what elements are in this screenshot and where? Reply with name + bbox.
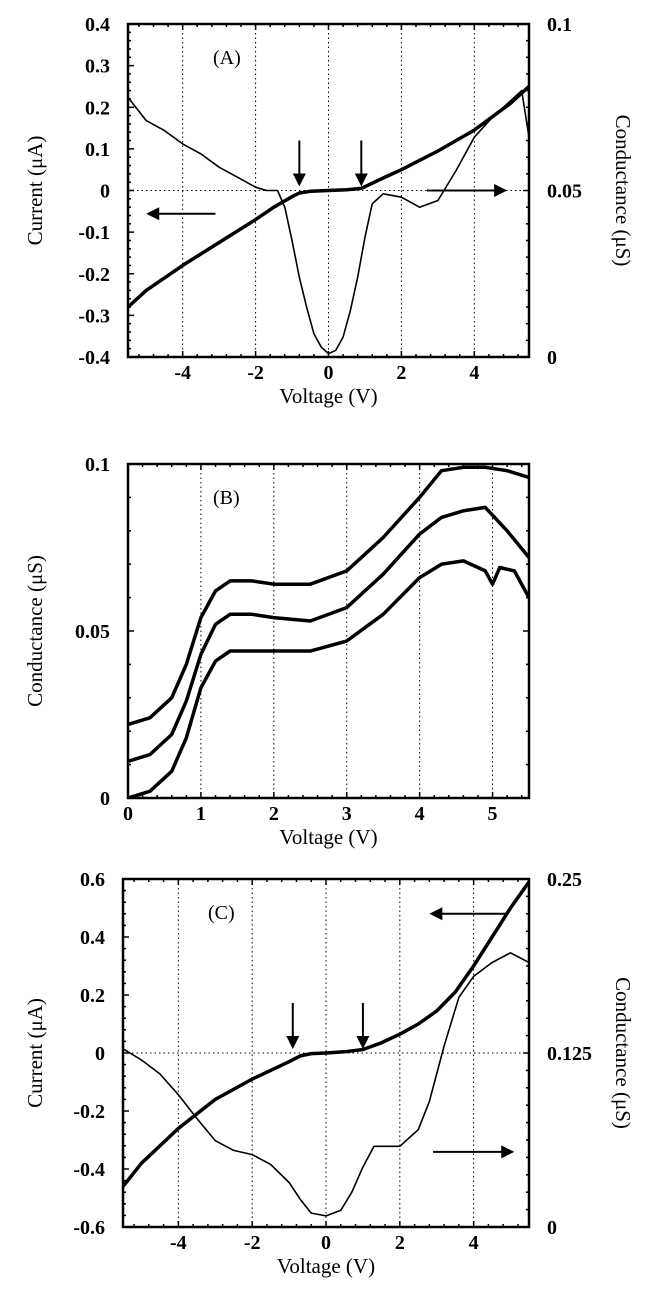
annotation-left-arrow-a-2-head bbox=[146, 207, 160, 221]
x-tick-label-b-2: 2 bbox=[269, 803, 279, 825]
annotation-right-arrow-a-3-head bbox=[494, 184, 508, 197]
panel-b: 0 1 2 3 4 5 0.1 0.05 0 (B) Voltage (V) Conductance … bbox=[23, 454, 531, 849]
y-right-tick-label-c-1: 0.125 bbox=[547, 1043, 592, 1065]
annotation-down-arrow-c-0-head bbox=[286, 1036, 300, 1049]
y-axis-label-c: Current (μA) bbox=[23, 998, 47, 1108]
y-tick-label-a-7: -0.3 bbox=[78, 305, 110, 327]
plot-frame-a bbox=[126, 22, 531, 359]
y-tick-label-a-0: 0.4 bbox=[85, 14, 110, 36]
x-tick-label-a-4: 4 bbox=[469, 362, 479, 384]
y-tick-label-a-2: 0.2 bbox=[85, 97, 110, 119]
annotation-left-arrow-c-2-head bbox=[429, 907, 443, 921]
series-group-b bbox=[128, 465, 529, 798]
y-tick-label-b-2: 0 bbox=[100, 788, 110, 810]
x-tick-label-c-3: 2 bbox=[395, 1232, 405, 1254]
y-tick-label-c-5: -0.4 bbox=[73, 1159, 105, 1181]
panel-label-a: (A) bbox=[213, 47, 241, 69]
x-tick-label-b-4: 4 bbox=[415, 803, 425, 825]
x-tick-label-b-1: 1 bbox=[196, 803, 206, 825]
series-line-b-0 bbox=[128, 465, 529, 727]
annotation-down-arrow-a-1-head bbox=[354, 173, 368, 187]
x-tick-label-c-0: -4 bbox=[170, 1232, 187, 1254]
x-tick-label-c-1: -2 bbox=[244, 1232, 261, 1254]
x-axis-label-b: Voltage (V) bbox=[279, 825, 377, 849]
y-right-tick-label-a-1: 0.05 bbox=[547, 181, 582, 203]
x-tick-label-a-3: 2 bbox=[396, 362, 406, 384]
annotation-down-arrow-a-0-head bbox=[292, 173, 306, 187]
x-axis-label-c: Voltage (V) bbox=[277, 1254, 375, 1278]
series-line-a-1 bbox=[128, 89, 529, 355]
y-tick-label-c-3: 0 bbox=[95, 1043, 105, 1065]
annotation-left-arrow-a-2 bbox=[146, 207, 216, 221]
y-tick-label-c-4: -0.2 bbox=[73, 1101, 105, 1123]
x-tick-label-a-1: -2 bbox=[247, 362, 264, 384]
annotation-down-arrow-a-1 bbox=[354, 140, 368, 187]
y-tick-label-a-3: 0.1 bbox=[85, 139, 110, 161]
annotation-down-arrow-a-0 bbox=[292, 140, 306, 187]
annotation-down-arrow-c-1-head bbox=[356, 1036, 370, 1049]
y-tick-label-a-1: 0.3 bbox=[85, 56, 110, 78]
y-tick-label-a-6: -0.2 bbox=[78, 264, 110, 286]
y-right-axis-label-a: Conductance (μS) bbox=[611, 115, 635, 267]
y-tick-label-c-2: 0.2 bbox=[80, 985, 105, 1007]
annotation-down-arrow-c-1 bbox=[356, 1003, 370, 1049]
y-axis-label-b: Conductance (μS) bbox=[23, 555, 47, 707]
y-tick-label-c-6: -0.6 bbox=[73, 1217, 105, 1239]
x-tick-label-c-4: 4 bbox=[469, 1232, 479, 1254]
panel-a: -4 -2 0 2 4 0.4 0.3 0.2 0.1 0 -0.1 -0.2 -0.3 -0.4 0.1 0… bbox=[23, 14, 635, 408]
y-tick-label-b-1: 0.05 bbox=[75, 621, 110, 643]
y-right-tick-label-a-2: 0 bbox=[547, 347, 557, 369]
y-tick-label-a-4: 0 bbox=[100, 181, 110, 203]
panel-c: -4 -2 0 2 4 0.6 0.4 0.2 0 -0.2 -0.4 -0.6 0.25 0.125 0 (… bbox=[23, 869, 635, 1278]
annotation-right-arrow-a-3 bbox=[426, 184, 508, 197]
series-line-c-0 bbox=[123, 880, 529, 1189]
series-line-a-0 bbox=[128, 84, 529, 309]
panel-label-c: (C) bbox=[208, 902, 235, 924]
series-line-b-2 bbox=[128, 559, 529, 798]
series-line-c-1 bbox=[123, 951, 529, 1217]
y-axis-label-a: Current (μA) bbox=[23, 136, 47, 246]
annotation-right-arrow-c-3 bbox=[433, 1145, 515, 1159]
y-right-tick-label-c-0: 0.25 bbox=[547, 869, 582, 891]
y-tick-label-a-5: -0.1 bbox=[78, 222, 110, 244]
x-tick-label-b-0: 0 bbox=[123, 803, 133, 825]
annotation-right-arrow-c-3-head bbox=[501, 1145, 515, 1159]
y-tick-label-b-0: 0.1 bbox=[85, 454, 110, 476]
annotation-down-arrow-c-0 bbox=[286, 1003, 300, 1049]
annotation-left-arrow-c-2 bbox=[429, 907, 507, 921]
x-tick-label-a-2: 0 bbox=[324, 362, 334, 384]
y-right-axis-label-c: Conductance (μS) bbox=[611, 977, 635, 1129]
y-right-tick-label-a-0: 0.1 bbox=[547, 14, 572, 36]
series-group-a bbox=[128, 84, 529, 355]
y-right-tick-label-c-2: 0 bbox=[547, 1217, 557, 1239]
y-tick-label-c-1: 0.4 bbox=[80, 927, 105, 949]
x-tick-label-a-0: -4 bbox=[174, 362, 191, 384]
plot-frame-c bbox=[121, 877, 531, 1229]
panel-label-b: (B) bbox=[213, 487, 240, 509]
series-line-b-1 bbox=[128, 505, 529, 764]
y-tick-label-c-0: 0.6 bbox=[80, 869, 105, 891]
y-tick-label-a-8: -0.4 bbox=[78, 347, 110, 369]
x-tick-label-c-2: 0 bbox=[321, 1232, 331, 1254]
series-group-c bbox=[123, 880, 529, 1217]
x-tick-label-b-3: 3 bbox=[342, 803, 352, 825]
x-tick-label-b-5: 5 bbox=[488, 803, 498, 825]
x-axis-label-a: Voltage (V) bbox=[279, 384, 377, 408]
plot-frame-b bbox=[126, 462, 531, 800]
